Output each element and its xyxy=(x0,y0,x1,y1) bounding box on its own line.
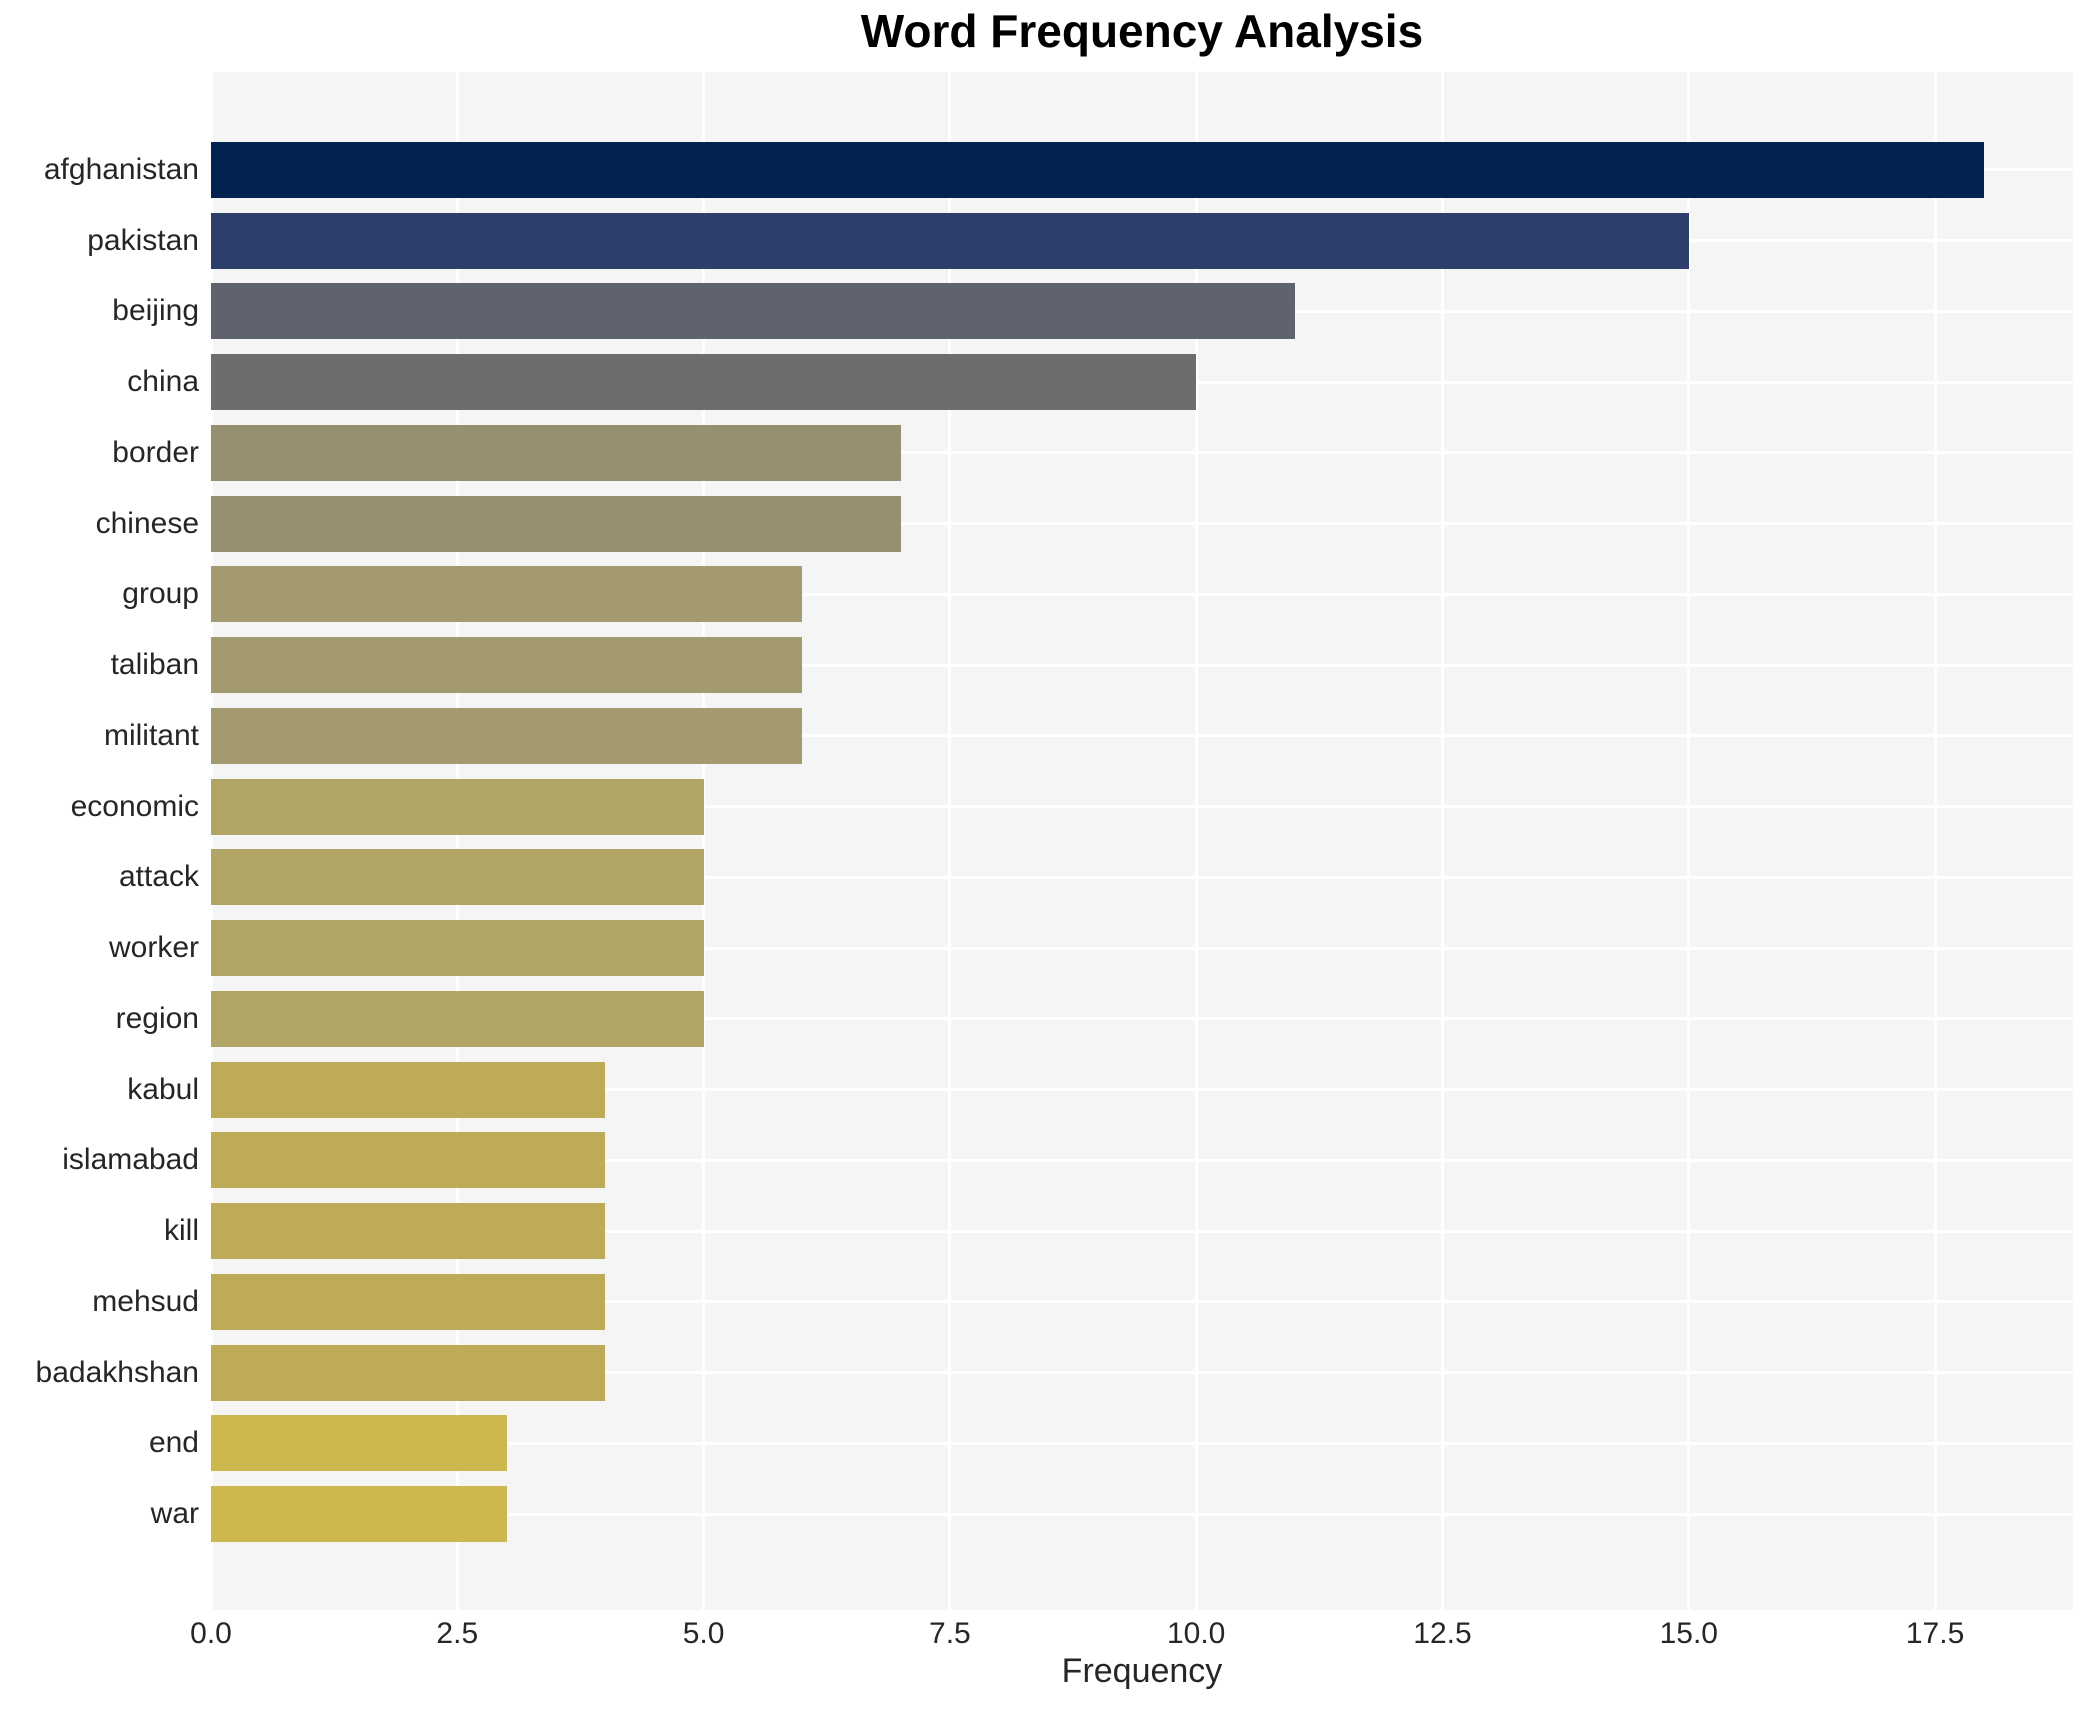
y-gridline xyxy=(211,805,2073,809)
y-gridline xyxy=(211,1512,2073,1516)
y-tick-label: region xyxy=(115,1001,199,1035)
x-tick-label: 10.0 xyxy=(1166,1617,1226,1650)
y-tick-label: mehsud xyxy=(92,1284,199,1318)
bar-economic xyxy=(211,778,704,835)
x-tick-label: 17.5 xyxy=(1905,1617,1965,1650)
y-gridline xyxy=(211,875,2073,879)
y-tick-label: kill xyxy=(164,1214,199,1248)
y-tick-label: beijing xyxy=(112,294,199,328)
y-tick-label: taliban xyxy=(110,648,199,682)
bar-islamabad xyxy=(211,1132,606,1189)
bar-war xyxy=(211,1486,507,1543)
bar-kill xyxy=(211,1203,606,1260)
y-tick-label: worker xyxy=(108,931,199,965)
y-gridline xyxy=(211,522,2073,526)
bar-chinese xyxy=(211,495,901,552)
bar-border xyxy=(211,424,901,481)
x-gridline xyxy=(1933,72,1937,1610)
y-gridline xyxy=(211,592,2073,596)
x-gridline xyxy=(702,72,706,1610)
x-gridline xyxy=(209,72,213,1610)
y-tick-label: afghanistan xyxy=(43,152,199,186)
y-gridline xyxy=(211,1229,2073,1233)
y-tick-label: pakistan xyxy=(87,223,199,257)
y-tick-label: chinese xyxy=(95,506,199,540)
y-tick-label: group xyxy=(122,577,199,611)
y-gridline xyxy=(211,734,2073,738)
x-gridline xyxy=(1687,72,1691,1610)
y-gridline xyxy=(211,946,2073,950)
chart-title: Word Frequency Analysis xyxy=(860,5,1424,57)
plot-area xyxy=(209,72,2073,1610)
x-tick-label: 7.5 xyxy=(929,1617,971,1650)
y-gridline xyxy=(211,1017,2073,1021)
x-tick-label: 12.5 xyxy=(1413,1617,1472,1650)
x-axis-title: Frequency xyxy=(1061,1652,1223,1690)
bar-end xyxy=(211,1415,507,1472)
y-gridline xyxy=(211,1371,2073,1375)
bar-group xyxy=(211,566,803,623)
bar-badakhshan xyxy=(211,1344,606,1401)
y-gridline xyxy=(211,1441,2073,1445)
x-tick-label: 0.0 xyxy=(190,1617,232,1650)
bar-worker xyxy=(211,920,704,977)
y-gridline xyxy=(211,1158,2073,1162)
y-tick-label: end xyxy=(148,1426,199,1460)
x-gridline xyxy=(1440,72,1444,1610)
x-tick-label: 15.0 xyxy=(1659,1617,1718,1650)
bar-pakistan xyxy=(211,212,1689,269)
bar-afghanistan xyxy=(211,141,1985,198)
y-gridline xyxy=(211,1088,2073,1092)
y-tick-label: war xyxy=(150,1497,199,1531)
x-gridline xyxy=(1194,72,1198,1610)
x-tick-label: 2.5 xyxy=(436,1617,479,1650)
y-gridline xyxy=(211,1300,2073,1304)
y-tick-label: militant xyxy=(103,718,199,752)
y-tick-label: kabul xyxy=(127,1072,199,1106)
bar-attack xyxy=(211,849,704,906)
y-tick-label: economic xyxy=(70,789,199,823)
bar-taliban xyxy=(211,637,803,694)
x-gridline xyxy=(948,72,952,1610)
x-gridline xyxy=(455,72,459,1610)
bar-mehsud xyxy=(211,1273,606,1330)
bar-kabul xyxy=(211,1061,606,1118)
y-tick-label: china xyxy=(127,365,199,399)
y-tick-label: attack xyxy=(118,860,199,894)
y-tick-label: islamabad xyxy=(62,1143,199,1177)
y-gridline xyxy=(211,663,2073,667)
bar-region xyxy=(211,990,704,1047)
bar-china xyxy=(211,354,1197,411)
y-gridline xyxy=(211,451,2073,455)
y-tick-label: border xyxy=(112,435,199,469)
x-tick-label: 5.0 xyxy=(682,1617,725,1650)
bar-beijing xyxy=(211,283,1295,340)
y-tick-label: badakhshan xyxy=(35,1355,199,1389)
bar-militant xyxy=(211,707,803,764)
